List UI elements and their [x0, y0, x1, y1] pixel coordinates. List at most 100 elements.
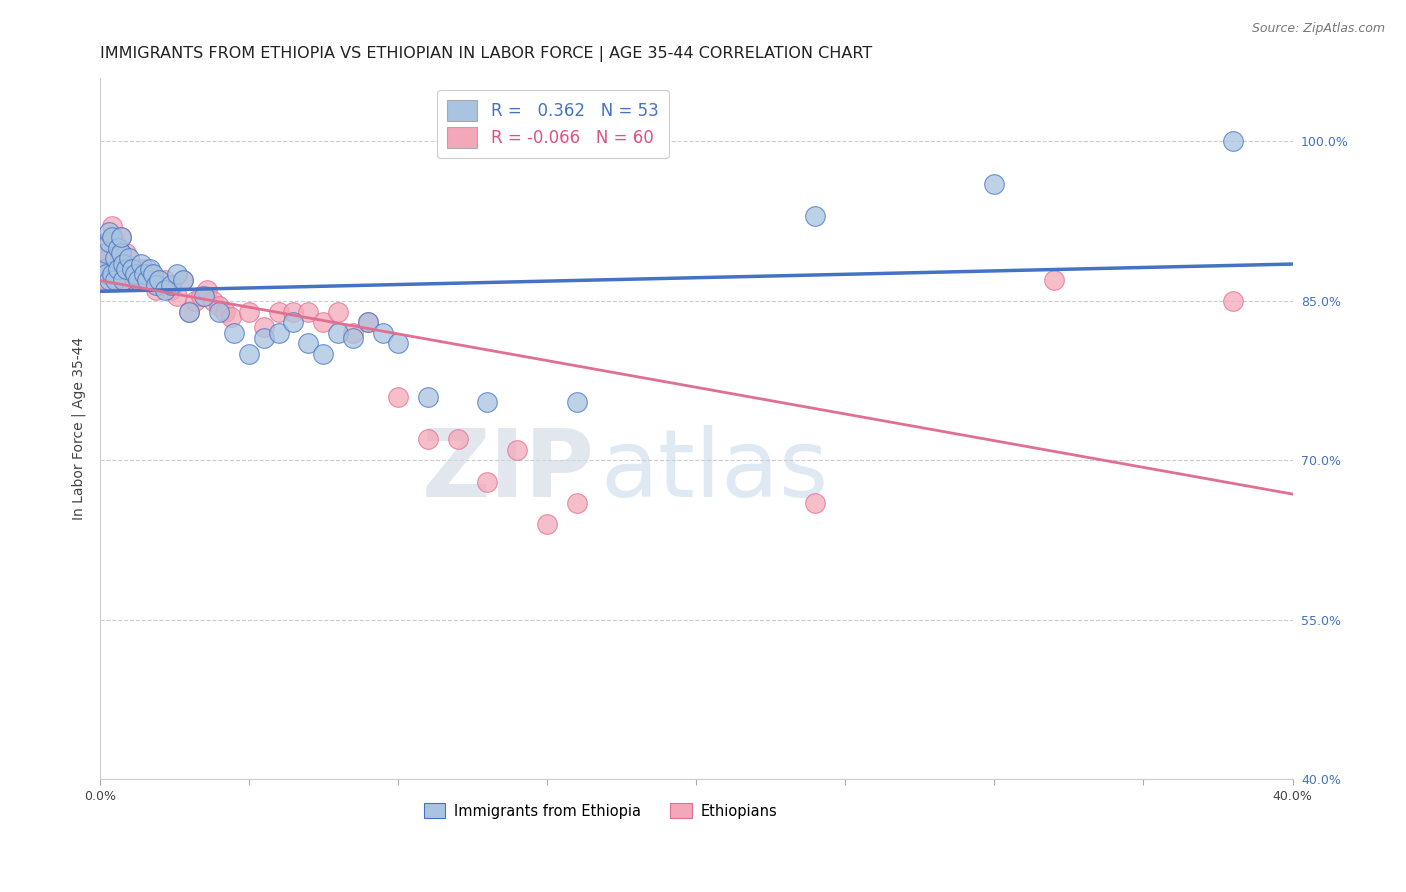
- Point: [172, 272, 194, 286]
- Point: [283, 304, 305, 318]
- Point: [312, 315, 335, 329]
- Point: [172, 272, 194, 286]
- Point: [112, 262, 135, 277]
- Point: [1222, 293, 1244, 308]
- Point: [107, 272, 129, 286]
- Point: [94, 246, 117, 260]
- Point: [110, 230, 132, 244]
- Point: [184, 293, 207, 308]
- Point: [155, 272, 177, 286]
- Point: [94, 268, 117, 282]
- Point: [110, 246, 132, 260]
- Point: [142, 272, 165, 286]
- Point: [166, 268, 188, 282]
- Point: [267, 326, 290, 340]
- Point: [283, 315, 305, 329]
- Point: [253, 320, 276, 334]
- Point: [238, 347, 260, 361]
- Point: [107, 241, 129, 255]
- Text: IMMIGRANTS FROM ETHIOPIA VS ETHIOPIAN IN LABOR FORCE | AGE 35-44 CORRELATION CHA: IMMIGRANTS FROM ETHIOPIA VS ETHIOPIAN IN…: [100, 46, 872, 62]
- Point: [446, 432, 468, 446]
- Point: [91, 262, 114, 277]
- Point: [115, 246, 138, 260]
- Point: [297, 304, 319, 318]
- Point: [124, 272, 146, 286]
- Point: [139, 268, 162, 282]
- Point: [1043, 272, 1066, 286]
- Point: [416, 390, 439, 404]
- Point: [112, 257, 135, 271]
- Point: [118, 272, 141, 286]
- Point: [195, 283, 218, 297]
- Point: [110, 246, 132, 260]
- Legend: Immigrants from Ethiopia, Ethiopians: Immigrants from Ethiopia, Ethiopians: [418, 797, 783, 824]
- Point: [142, 268, 165, 282]
- Point: [166, 288, 188, 302]
- Point: [1222, 135, 1244, 149]
- Point: [155, 283, 177, 297]
- Point: [208, 299, 231, 313]
- Point: [238, 304, 260, 318]
- Point: [121, 262, 143, 277]
- Point: [131, 257, 153, 271]
- Point: [387, 336, 409, 351]
- Point: [97, 225, 120, 239]
- Point: [477, 395, 499, 409]
- Point: [103, 272, 125, 286]
- Point: [97, 272, 120, 286]
- Point: [565, 496, 588, 510]
- Point: [565, 395, 588, 409]
- Point: [506, 442, 529, 457]
- Point: [357, 315, 380, 329]
- Point: [91, 262, 114, 277]
- Point: [103, 252, 125, 266]
- Point: [127, 268, 149, 282]
- Point: [214, 304, 236, 318]
- Point: [148, 277, 170, 292]
- Point: [97, 268, 120, 282]
- Point: [297, 336, 319, 351]
- Point: [100, 268, 122, 282]
- Point: [124, 268, 146, 282]
- Y-axis label: In Labor Force | Age 35-44: In Labor Force | Age 35-44: [72, 337, 86, 520]
- Point: [115, 257, 138, 271]
- Point: [136, 272, 159, 286]
- Point: [100, 262, 122, 277]
- Point: [804, 496, 827, 510]
- Point: [477, 475, 499, 489]
- Point: [267, 304, 290, 318]
- Point: [127, 272, 149, 286]
- Point: [110, 230, 132, 244]
- Point: [983, 177, 1005, 191]
- Point: [94, 272, 117, 286]
- Point: [190, 288, 212, 302]
- Point: [145, 277, 167, 292]
- Point: [103, 268, 125, 282]
- Point: [371, 326, 394, 340]
- Point: [115, 262, 138, 277]
- Point: [94, 235, 117, 250]
- Point: [222, 326, 245, 340]
- Point: [139, 262, 162, 277]
- Point: [145, 283, 167, 297]
- Point: [219, 310, 242, 324]
- Point: [328, 326, 350, 340]
- Point: [536, 517, 558, 532]
- Point: [328, 304, 350, 318]
- Text: ZIP: ZIP: [422, 425, 595, 516]
- Text: Source: ZipAtlas.com: Source: ZipAtlas.com: [1251, 22, 1385, 36]
- Point: [131, 262, 153, 277]
- Point: [253, 331, 276, 345]
- Point: [160, 283, 183, 297]
- Point: [100, 230, 122, 244]
- Point: [804, 209, 827, 223]
- Point: [148, 272, 170, 286]
- Point: [112, 272, 135, 286]
- Point: [107, 257, 129, 271]
- Point: [177, 304, 200, 318]
- Point: [91, 246, 114, 260]
- Text: atlas: atlas: [600, 425, 830, 516]
- Point: [193, 288, 215, 302]
- Point: [416, 432, 439, 446]
- Point: [134, 272, 156, 286]
